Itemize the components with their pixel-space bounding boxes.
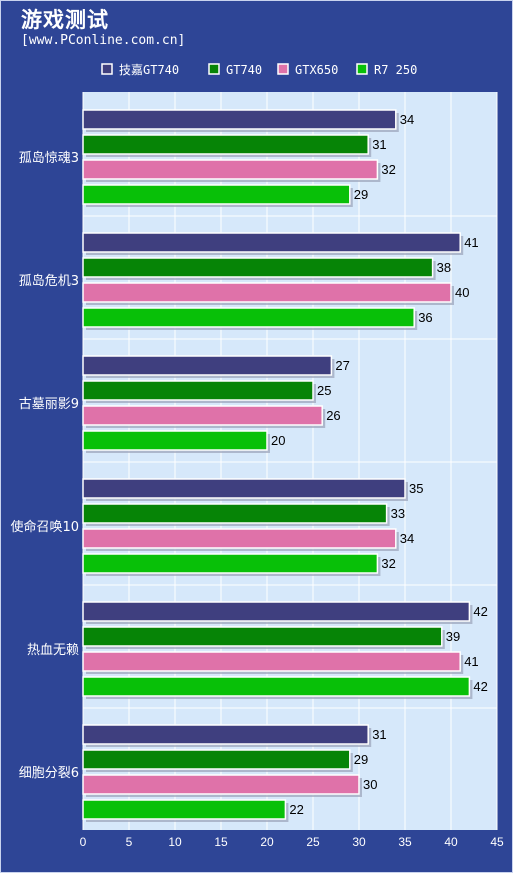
x-tick-label: 0 [80,835,87,849]
bar-value-label: 39 [446,629,460,644]
x-tick-label: 5 [126,835,133,849]
bar [82,749,351,770]
bar-value-label: 29 [354,752,368,767]
bar [82,282,452,303]
bar-value-label: 32 [381,162,395,177]
bar [82,601,471,622]
chart-subtitle: [www.PConline.com.cn] [21,33,186,48]
legend-label: GT740 [226,63,262,77]
bar [82,676,471,697]
bar-value-label: 32 [381,556,395,571]
bar-value-label: 41 [464,235,478,250]
bar [82,184,351,205]
bar-value-label: 36 [418,310,432,325]
x-tick-label: 10 [168,835,182,849]
category-label: 细胞分裂6 [19,766,79,781]
bar [82,478,406,499]
bars: 34 31 32 29 41 38 40 36 27 25 26 20 35 33 34 32 42 39 41 42… [82,109,488,822]
bar-value-label: 42 [473,604,487,619]
legend-item: R7 250 [356,63,417,77]
x-tick-label: 40 [444,835,458,849]
bar [82,134,369,155]
bar [82,799,287,820]
bar-value-label: 29 [354,187,368,202]
legend-item: 技嘉GT740 [101,63,179,77]
bar [82,380,314,401]
bar [82,355,333,376]
x-tick-label: 20 [260,835,274,849]
category-label: 使命召唤10 [10,519,79,535]
bar [82,528,397,549]
bar [82,405,323,426]
bar-value-label: 40 [455,285,469,300]
legend-swatch [277,63,289,75]
bar [82,724,369,745]
bar-value-label: 42 [473,679,487,694]
bar [82,626,443,647]
legend-item: GT740 [208,63,262,77]
legend-label: GTX650 [295,63,338,77]
bar-value-label: 35 [409,481,423,496]
bar-value-label: 41 [464,654,478,669]
bar [82,430,268,451]
legend-swatch [101,63,113,75]
bar-value-label: 27 [335,358,349,373]
legend-swatch [208,63,220,75]
bar-value-label: 38 [437,260,451,275]
bar [82,109,397,130]
bar-value-label: 30 [363,777,377,792]
x-tick-label: 25 [306,835,320,849]
bar-value-label: 25 [317,383,331,398]
legend-label: 技嘉GT740 [119,63,179,77]
bar-value-label: 31 [372,727,386,742]
bar [82,307,415,328]
x-tick-label: 30 [352,835,366,849]
grid-lines [82,92,498,830]
bar [82,159,379,180]
bar-value-label: 22 [289,802,303,817]
bar-value-label: 34 [400,531,414,546]
bar [82,774,360,795]
category-label: 孤岛惊魂3 [19,150,79,166]
category-label: 孤岛危机3 [19,273,79,289]
legend-swatch [356,63,368,75]
bar [82,232,461,253]
x-tick-label: 45 [490,835,504,849]
x-tick-label: 15 [214,835,228,849]
bar [82,651,461,672]
bar-value-label: 34 [400,112,414,127]
legend-label: R7 250 [374,63,417,77]
category-label: 古墓丽影9 [19,397,79,412]
bar [82,257,434,278]
category-label: 热血无赖 [27,643,79,658]
x-tick-label: 35 [398,835,412,849]
bar-value-label: 26 [326,408,340,423]
bar-value-label: 31 [372,137,386,152]
bar-value-label: 20 [271,433,285,448]
x-axis-ticks: 0 5 10 15 20 25 30 35 40 45 [80,835,504,849]
plot-area [83,92,497,830]
chart-title: 游戏测试 [21,8,109,32]
bar [82,553,379,574]
bar-value-label: 33 [391,506,405,521]
bar [82,503,388,524]
legend-item: GTX650 [277,63,338,77]
legend: 技嘉GT740 GT740 GTX650 R7 250 [101,63,417,77]
